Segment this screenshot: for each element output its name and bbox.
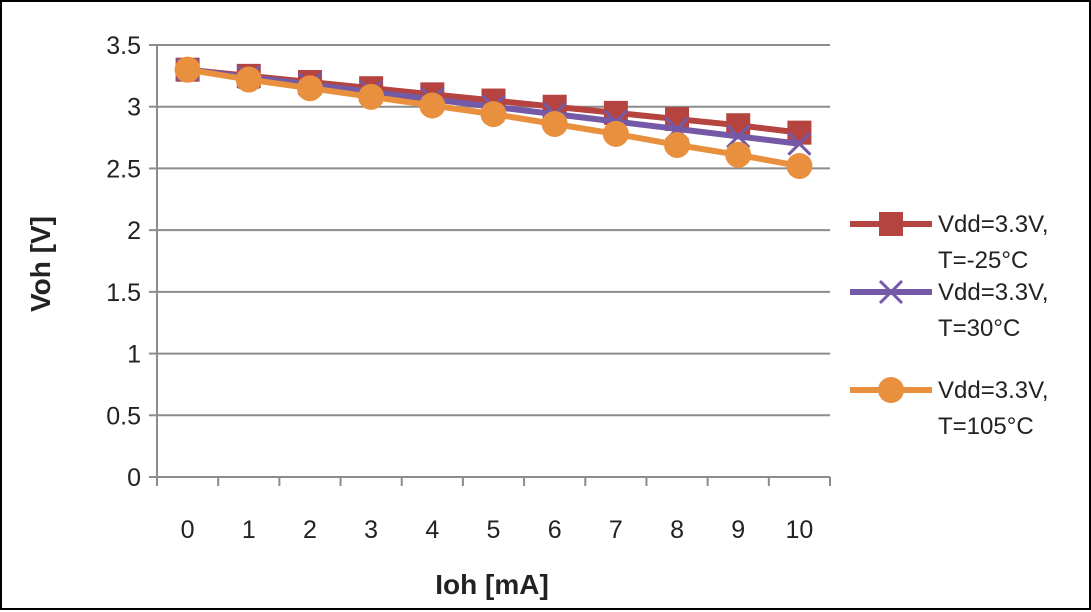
circle-marker [541,110,568,137]
x-tick-label: 3 [364,516,378,544]
circle-marker [296,75,323,102]
y-tick-label: 2 [127,217,141,245]
x-tick-label: 6 [548,516,562,544]
y-tick-label: 2.5 [106,155,141,183]
x-marker-stroke [878,279,904,305]
series-3 [174,56,813,179]
x-marker [726,124,751,149]
x-axis-label: Ioh [mA] [435,569,549,600]
x-tick-label: 5 [487,516,501,544]
y-tick-label: 0.5 [106,402,141,430]
legend-label: T=105°C [938,413,1034,440]
x-tick-label: 0 [181,516,195,544]
legend-label: Vdd=3.3V, [938,377,1049,404]
circle-marker [878,377,904,403]
y-axis-label: Voh [V] [25,216,56,312]
legend-label: T=-25°C [938,247,1028,274]
legend-label: Vdd=3.3V, [938,279,1049,306]
x-tick-label: 2 [303,516,317,544]
legend-label: T=30°C [938,315,1020,342]
square-marker [879,212,903,236]
x-tick-label: 10 [786,516,814,544]
circle-marker [786,152,813,179]
x-marker [787,131,812,156]
legend-item-3: Vdd=3.3V, T=105°C [850,377,1049,440]
circle-marker [725,141,752,168]
axes [149,44,831,486]
circle-marker [419,92,446,119]
x-tick-labels: 0 1 2 3 4 5 6 7 8 9 10 [181,516,814,544]
circle-marker [174,56,201,83]
y-tick-label: 1 [127,341,141,369]
x-tick-label: 8 [670,516,684,544]
x-marker-stroke [726,124,751,149]
series-layer [174,56,813,179]
circle-marker [235,66,262,93]
legend-item-1: Vdd=3.3V, T=-25°C [850,211,1049,274]
legend-item-2: Vdd=3.3V, T=30°C [850,279,1049,342]
x-marker [878,279,904,305]
x-marker-stroke [787,131,812,156]
x-tick-label: 4 [425,516,439,544]
legend-label: Vdd=3.3V, [938,211,1049,238]
x-tick-label: 1 [242,516,256,544]
circle-marker [602,120,629,147]
y-tick-labels: 0 0.5 1 1.5 2 2.5 3 3.5 [106,32,141,492]
circle-marker [664,131,691,158]
y-tick-label: 3 [127,94,141,122]
x-tick-label: 7 [609,516,623,544]
y-tick-label: 1.5 [106,279,141,307]
y-tick-label: 0 [127,464,141,492]
circle-marker [358,83,385,110]
x-tick-label: 9 [731,516,745,544]
circle-marker [480,101,507,128]
legend: Vdd=3.3V,T=-25°CVdd=3.3V,T=30°CVdd=3.3V,… [850,211,1049,440]
y-tick-label: 3.5 [106,32,141,60]
